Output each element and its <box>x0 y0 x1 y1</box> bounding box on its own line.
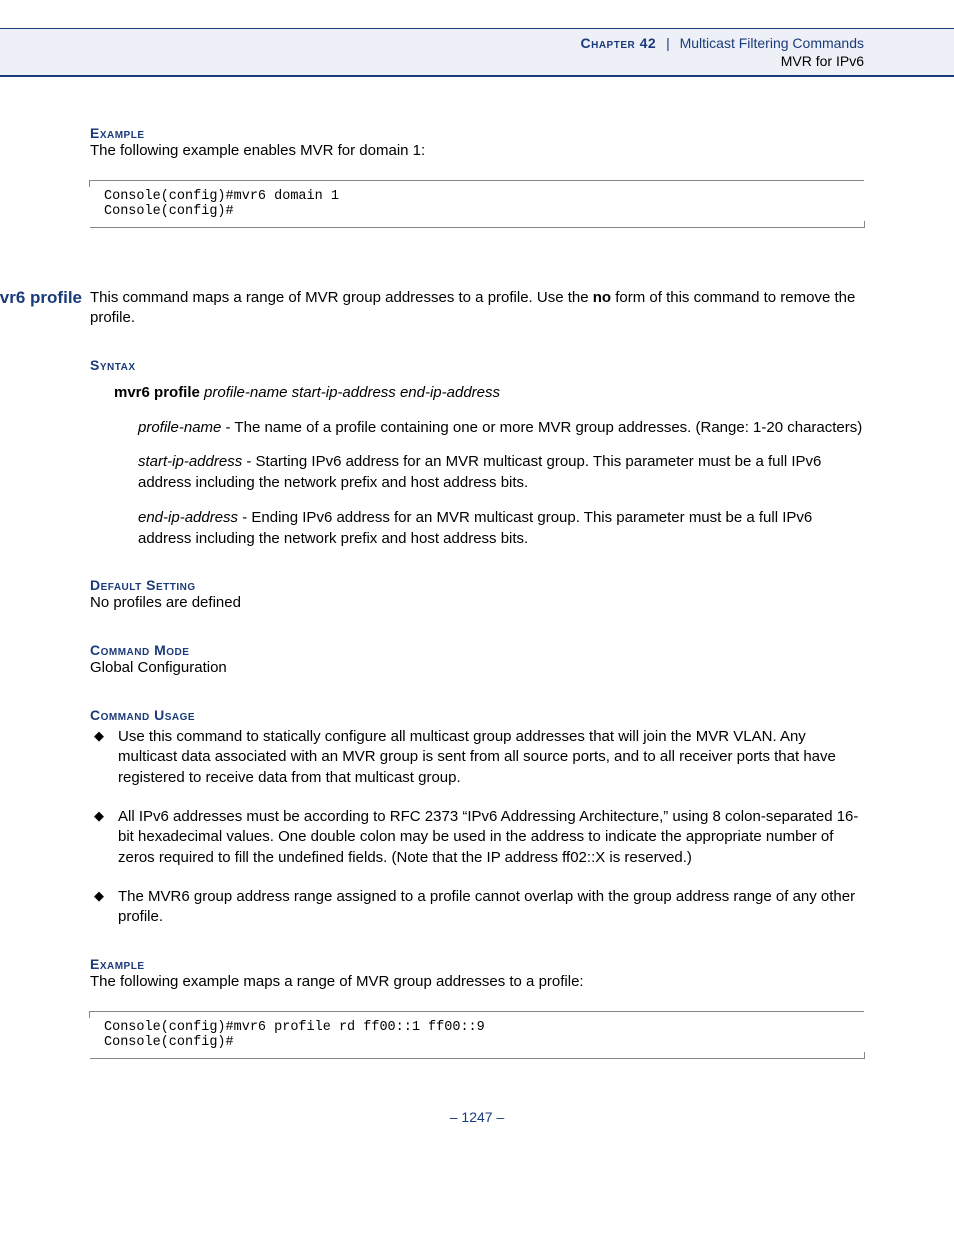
default-setting-block: Default Setting No profiles are defined <box>90 577 864 614</box>
syntax-label: Syntax <box>90 357 864 373</box>
command-usage-label: Command Usage <box>90 707 864 723</box>
syntax-param-2: end-ip-address - Ending IPv6 address for… <box>138 508 864 549</box>
syntax-param-1: start-ip-address - Starting IPv6 address… <box>138 452 864 493</box>
param2-desc: - Ending IPv6 address for an MVR multica… <box>138 509 812 547</box>
param1-name: start-ip-address <box>138 453 242 470</box>
command-usage-block: Command Usage Use this command to static… <box>90 707 864 929</box>
default-setting-text: No profiles are defined <box>90 593 864 614</box>
example1-code: Console(config)#mvr6 domain 1 Console(co… <box>90 180 864 228</box>
syntax-cmd: mvr6 profile <box>114 384 200 401</box>
header-subtitle: MVR for IPv6 <box>0 53 864 69</box>
example1-text: The following example enables MVR for do… <box>90 141 864 162</box>
usage-item-2: The MVR6 group address range assigned to… <box>90 887 864 928</box>
command-description: This command maps a range of MVR group a… <box>90 288 864 329</box>
command-mode-block: Command Mode Global Configuration <box>90 642 864 679</box>
command-mode-label: Command Mode <box>90 642 864 658</box>
example2-text: The following example maps a range of MV… <box>90 972 864 993</box>
syntax-args: profile-name start-ip-address end-ip-add… <box>204 384 500 401</box>
command-mode-text: Global Configuration <box>90 658 864 679</box>
cmd-desc-bold: no <box>593 289 611 306</box>
syntax-param-0: profile-name - The name of a profile con… <box>138 418 864 439</box>
page-header: Chapter 42 | Multicast Filtering Command… <box>0 28 954 77</box>
command-name: mvr6 profile <box>0 288 90 308</box>
param0-desc: - The name of a profile containing one o… <box>221 419 862 436</box>
page-content: Example The following example enables MV… <box>0 77 954 1125</box>
cmd-desc-pre: This command maps a range of MVR group a… <box>90 289 593 306</box>
chapter-title: Multicast Filtering Commands <box>680 35 864 51</box>
example1-block: Example The following example enables MV… <box>90 125 864 228</box>
syntax-line: mvr6 profile profile-name start-ip-addre… <box>114 383 864 404</box>
page-footer: – 1247 – <box>90 1109 864 1125</box>
usage-item-1: All IPv6 addresses must be according to … <box>90 807 864 869</box>
syntax-block: Syntax mvr6 profile profile-name start-i… <box>90 357 864 549</box>
example2-block: Example The following example maps a ran… <box>90 956 864 1059</box>
param0-name: profile-name <box>138 419 221 436</box>
command-usage-list: Use this command to statically configure… <box>90 727 864 929</box>
usage-item-0: Use this command to statically configure… <box>90 727 864 789</box>
param2-name: end-ip-address <box>138 509 238 526</box>
example2-label: Example <box>90 956 864 972</box>
default-setting-label: Default Setting <box>90 577 864 593</box>
example1-label: Example <box>90 125 864 141</box>
header-separator: | <box>666 35 670 51</box>
example2-code: Console(config)#mvr6 profile rd ff00::1 … <box>90 1011 864 1059</box>
command-row: mvr6 profile This command maps a range o… <box>90 288 864 329</box>
header-line-1: Chapter 42 | Multicast Filtering Command… <box>0 35 864 51</box>
chapter-label: Chapter 42 <box>581 35 657 51</box>
